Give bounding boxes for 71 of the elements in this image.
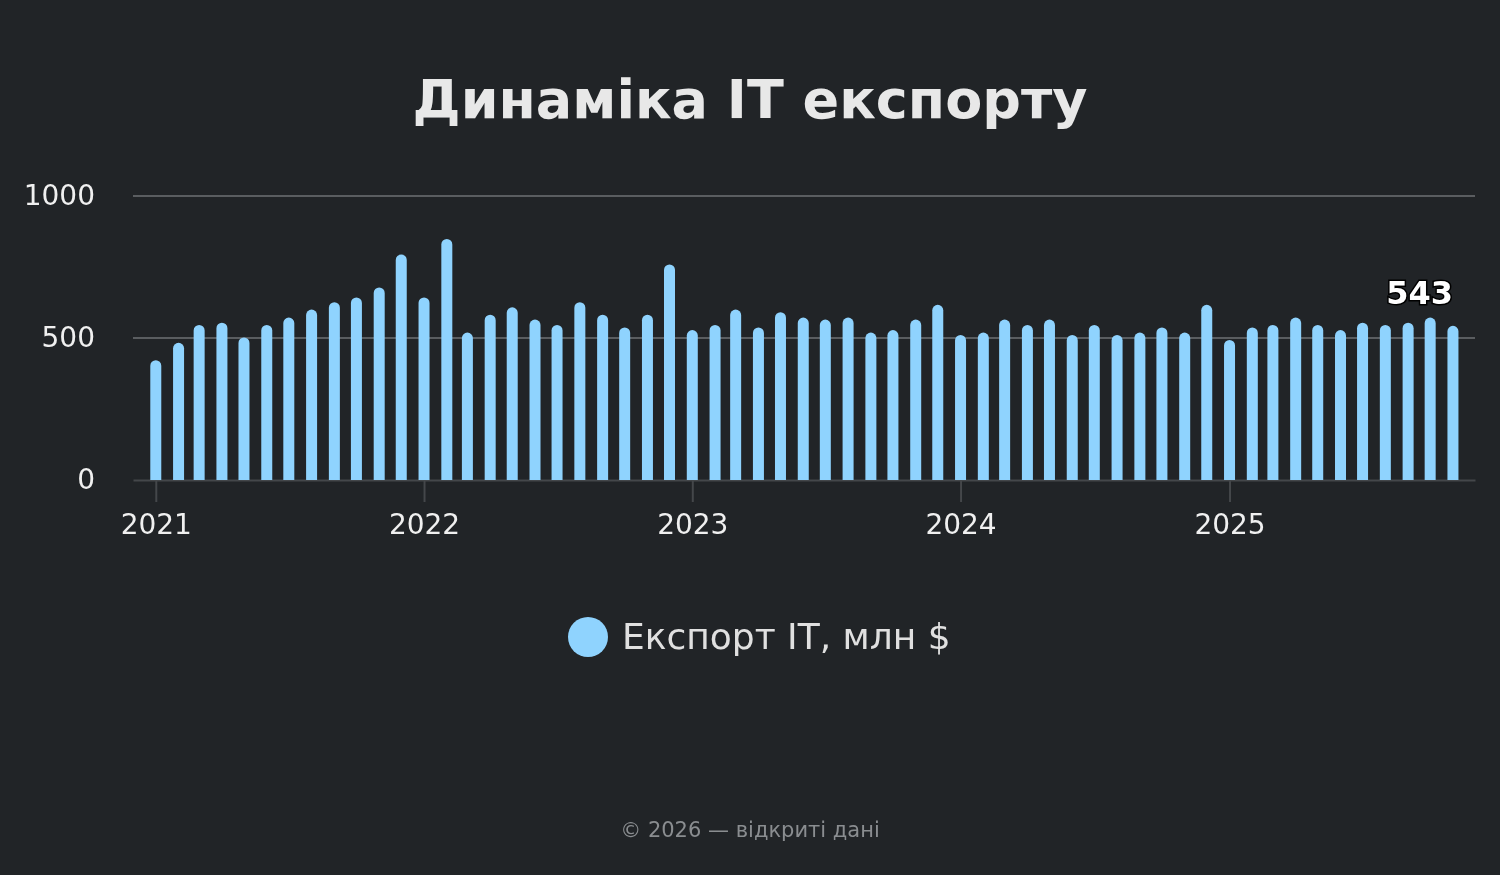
- y-tick-label: 1000: [23, 179, 95, 213]
- legend-label: Експорт ІТ, млн $: [622, 616, 951, 657]
- bar: [1021, 324, 1033, 480]
- bar: [1156, 327, 1168, 480]
- x-tick-label: 2022: [388, 507, 461, 541]
- bar: [1447, 325, 1459, 480]
- bar: [819, 319, 831, 480]
- bar: [1312, 324, 1324, 480]
- bar: [150, 360, 162, 480]
- bar: [328, 302, 340, 480]
- bar: [238, 337, 250, 480]
- bar: [1402, 322, 1414, 480]
- bar: [664, 264, 676, 480]
- bar: [619, 327, 631, 480]
- bar: [306, 309, 318, 480]
- bar: [261, 324, 273, 480]
- bar: [1246, 327, 1258, 480]
- bar: [1066, 334, 1078, 480]
- bar: [842, 317, 854, 480]
- bar: [1111, 334, 1123, 480]
- bar: [529, 319, 541, 480]
- y-tick-label: 500: [41, 321, 95, 355]
- bar: [1043, 319, 1055, 480]
- bar: [730, 309, 742, 480]
- bar: [350, 297, 362, 480]
- bar: [597, 314, 609, 480]
- bar: [1088, 324, 1100, 480]
- bar: [887, 330, 899, 480]
- bar: [551, 324, 563, 480]
- bar: [999, 319, 1011, 480]
- x-tick-label: 2023: [657, 507, 729, 541]
- bar: [1424, 317, 1436, 480]
- bar: [373, 287, 385, 480]
- bar: [173, 342, 185, 480]
- bar: [418, 297, 430, 480]
- bar: [395, 254, 407, 480]
- bar: [216, 322, 228, 480]
- chart-title: Динаміка ІТ експорту: [412, 68, 1088, 131]
- bar: [506, 307, 518, 480]
- bar: [686, 330, 698, 480]
- bar: [574, 302, 586, 480]
- bar: [797, 317, 809, 480]
- bar: [1179, 332, 1191, 480]
- bar: [709, 324, 721, 480]
- bar: [461, 332, 473, 480]
- bar: [641, 314, 653, 480]
- bar: [283, 317, 295, 480]
- bar: [1335, 330, 1347, 480]
- bar: [932, 304, 944, 480]
- bar: [1224, 340, 1236, 480]
- bar: [1379, 324, 1391, 480]
- x-tick-label: 2024: [925, 507, 997, 541]
- bar: [1357, 322, 1369, 480]
- bar: [441, 238, 453, 480]
- bar: [1134, 332, 1146, 480]
- bar: [1267, 324, 1279, 480]
- y-tick-label: 0: [77, 463, 95, 497]
- bar: [1290, 317, 1302, 480]
- bar: [910, 319, 922, 480]
- bar: [1201, 304, 1213, 480]
- x-tick-label: 2021: [120, 507, 192, 541]
- data-label: 543: [1386, 273, 1453, 312]
- bar: [484, 314, 496, 480]
- bar: [752, 327, 764, 480]
- text: © 2026 — відкриті дані: [620, 818, 880, 842]
- bar: [193, 324, 205, 480]
- bar: [774, 312, 786, 480]
- bar: [865, 332, 877, 480]
- x-tick-label: 2025: [1194, 507, 1266, 541]
- bar: [977, 332, 989, 480]
- bar: [955, 334, 967, 480]
